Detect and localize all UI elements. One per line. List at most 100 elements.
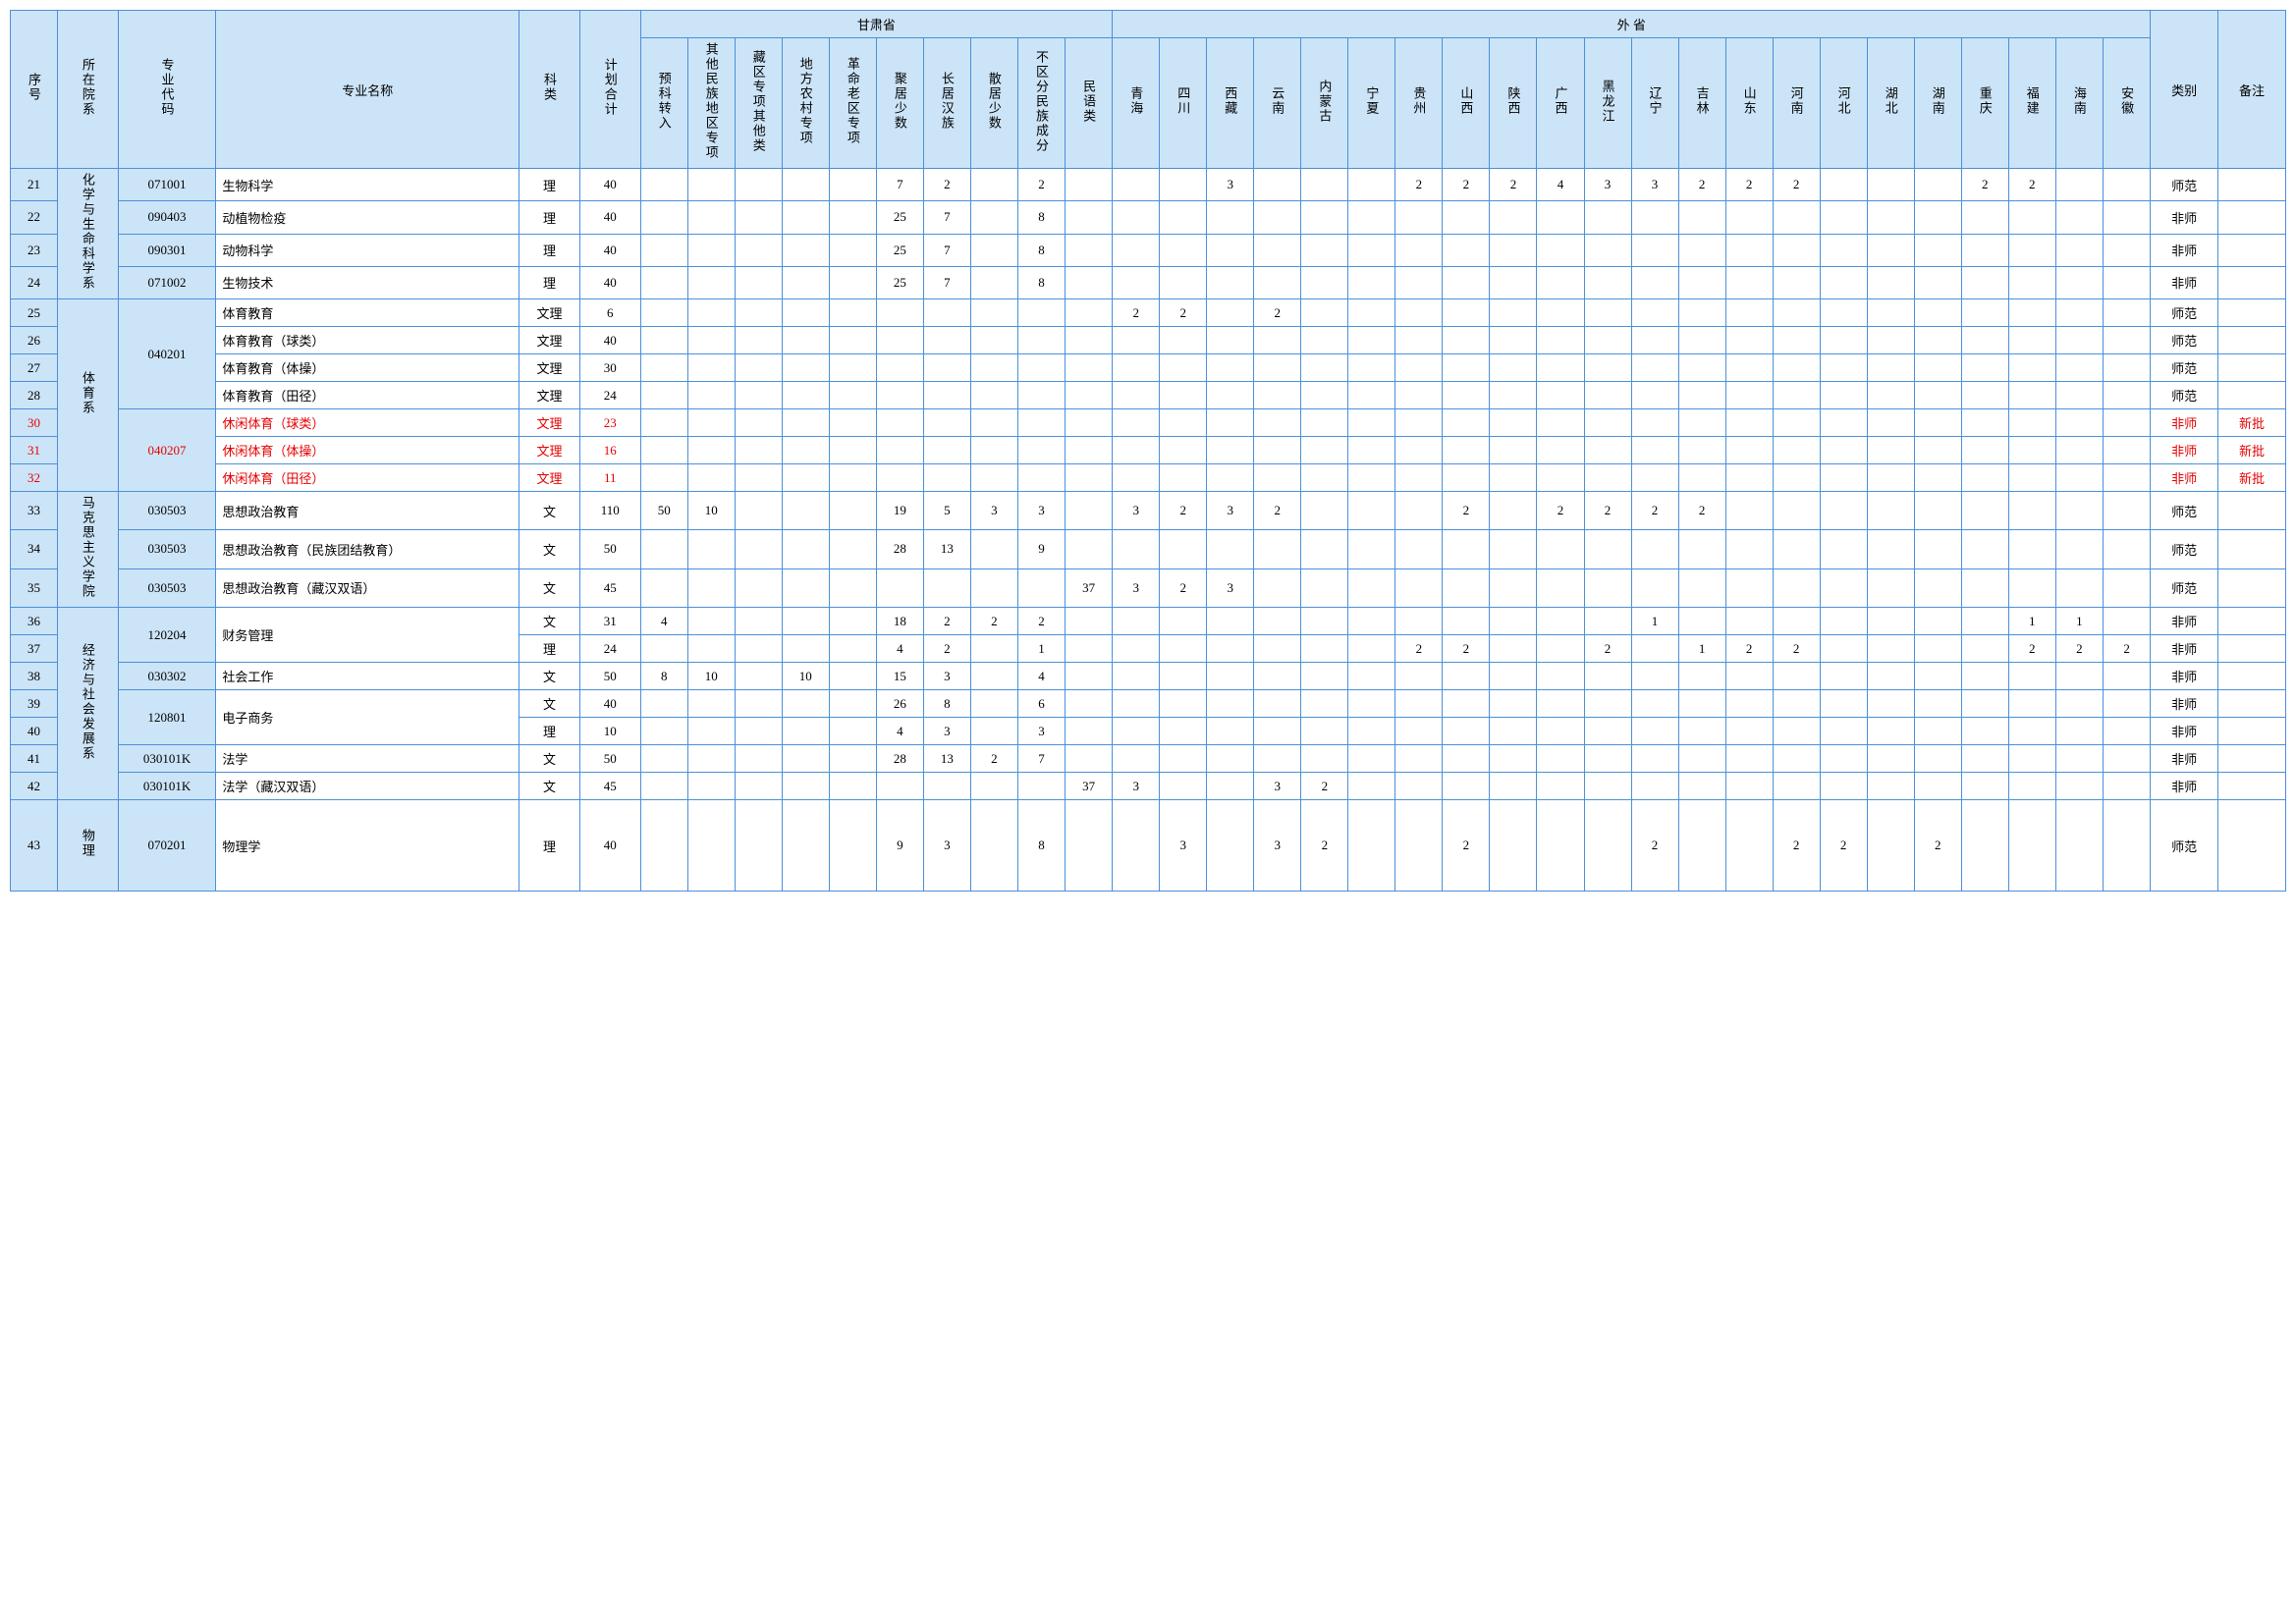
cell-value (970, 464, 1017, 492)
cell-value (640, 690, 687, 718)
cell-value (970, 409, 1017, 437)
cell-seq: 33 (11, 492, 58, 530)
cell-value (1254, 437, 1301, 464)
cell-value (1443, 718, 1490, 745)
cell-value (1725, 800, 1773, 892)
cell-value: 2 (1961, 169, 2008, 201)
cell-note (2217, 568, 2285, 607)
cell-value (1490, 663, 1537, 690)
cell-value (829, 327, 876, 354)
cell-value (2055, 568, 2103, 607)
cell-code: 090403 (118, 201, 216, 234)
cell-value (1490, 234, 1537, 266)
cell-seq: 36 (11, 608, 58, 635)
cell-value (782, 327, 829, 354)
cell-value (1490, 354, 1537, 382)
cell-value (1443, 201, 1490, 234)
cell-value (1773, 718, 1820, 745)
cell-value (1725, 201, 1773, 234)
cell-value (1537, 530, 1584, 568)
cell-value (1725, 568, 1773, 607)
th-province: 湖南 (1914, 38, 1961, 169)
cell-value (1113, 354, 1160, 382)
cell-value (687, 568, 735, 607)
cell-subject: 文 (519, 690, 580, 718)
cell-value: 2 (1631, 800, 1678, 892)
cell-value (829, 409, 876, 437)
cell-value (1914, 169, 1961, 201)
cell-seq: 42 (11, 773, 58, 800)
cell-value (1443, 354, 1490, 382)
cell-value: 25 (876, 266, 923, 298)
cell-value (2055, 492, 2103, 530)
cell-value: 9 (1017, 530, 1065, 568)
cell-note (2217, 169, 2285, 201)
cell-code: 071001 (118, 169, 216, 201)
cell-value (782, 382, 829, 409)
cell-value (1490, 382, 1537, 409)
cell-value (1961, 437, 2008, 464)
cell-value (687, 266, 735, 298)
cell-value (735, 201, 782, 234)
cell-value (970, 663, 1017, 690)
th-province: 辽宁 (1631, 38, 1678, 169)
cell-value (1820, 382, 1867, 409)
cell-value (1725, 354, 1773, 382)
cell-value (782, 437, 829, 464)
cell-category: 师范 (2151, 492, 2218, 530)
th-province: 河北 (1820, 38, 1867, 169)
cell-value (1867, 492, 1914, 530)
cell-value: 3 (1113, 568, 1160, 607)
cell-value (1348, 690, 1395, 718)
cell-value (2103, 568, 2150, 607)
cell-value (1914, 201, 1961, 234)
cell-value (1443, 530, 1490, 568)
cell-value (1113, 745, 1160, 773)
cell-value (1395, 492, 1443, 530)
cell-subject: 文理 (519, 464, 580, 492)
cell-value (782, 354, 829, 382)
cell-value (1301, 299, 1348, 327)
cell-note (2217, 608, 2285, 635)
cell-value (2008, 745, 2055, 773)
cell-value (735, 437, 782, 464)
cell-value: 1 (2055, 608, 2103, 635)
cell-code: 090301 (118, 234, 216, 266)
cell-value (1678, 354, 1725, 382)
cell-plan: 30 (579, 354, 640, 382)
cell-value (1537, 201, 1584, 234)
cell-value (2103, 718, 2150, 745)
cell-value (640, 568, 687, 607)
th-gansu-sub: 长居汉族 (923, 38, 970, 169)
cell-seq: 22 (11, 201, 58, 234)
th-province: 黑龙江 (1584, 38, 1631, 169)
cell-value (1773, 530, 1820, 568)
cell-value (1207, 437, 1254, 464)
cell-value: 3 (1017, 492, 1065, 530)
cell-value (2055, 464, 2103, 492)
cell-value (1443, 266, 1490, 298)
cell-value (1443, 327, 1490, 354)
th-province: 重庆 (1961, 38, 2008, 169)
cell-name: 动物科学 (216, 234, 519, 266)
cell-value (876, 299, 923, 327)
cell-value (1348, 266, 1395, 298)
cell-dept: 体育系 (58, 299, 119, 492)
cell-value (1584, 608, 1631, 635)
cell-value (735, 745, 782, 773)
cell-value (1017, 299, 1065, 327)
cell-value (1490, 608, 1537, 635)
cell-value (1537, 568, 1584, 607)
cell-value (1348, 201, 1395, 234)
cell-value (640, 530, 687, 568)
cell-value (1961, 568, 2008, 607)
cell-value (1490, 464, 1537, 492)
cell-value (923, 382, 970, 409)
cell-plan: 40 (579, 327, 640, 354)
th-gansu-sub: 聚居少数 (876, 38, 923, 169)
cell-value (1254, 663, 1301, 690)
cell-value (1914, 492, 1961, 530)
cell-value (970, 266, 1017, 298)
cell-value (1301, 327, 1348, 354)
cell-value (1017, 382, 1065, 409)
